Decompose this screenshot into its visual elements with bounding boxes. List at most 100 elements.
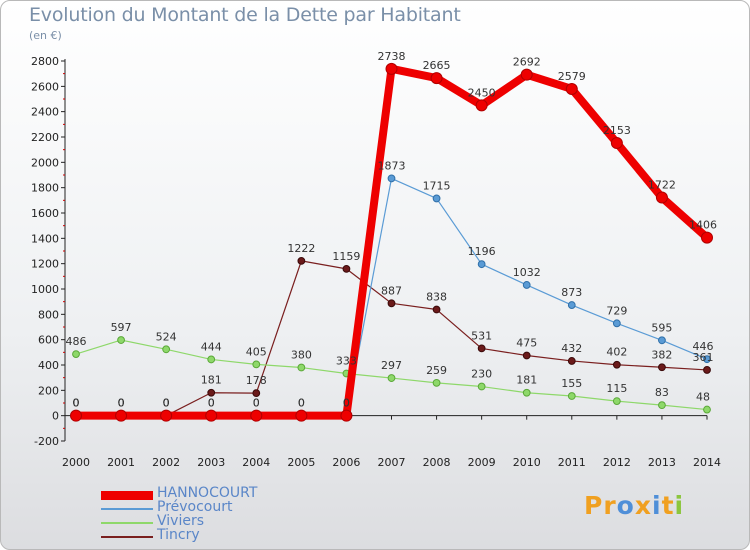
y-tick-label: 0: [52, 410, 59, 423]
data-point-hannocourt: [701, 231, 713, 244]
data-label-prevocourt: 446: [693, 340, 714, 353]
data-point-hannocourt: [610, 136, 623, 149]
y-tick-label: 600: [38, 334, 59, 347]
data-point-viviers: [522, 388, 531, 397]
data-label-viviers: 297: [381, 359, 402, 372]
data-point-viviers: [703, 405, 711, 414]
data-point-viviers: [567, 392, 576, 400]
logo-letter: t: [661, 491, 675, 520]
y-tick-label: 1600: [31, 207, 59, 220]
data-label-hannocourt: 0: [73, 397, 80, 410]
data-label-prevocourt: 1715: [423, 179, 451, 192]
data-label-tincry: 178: [246, 374, 267, 387]
data-point-viviers: [297, 363, 306, 372]
legend-label: Prévocourt: [157, 499, 233, 515]
data-label-prevocourt: 729: [606, 304, 627, 317]
data-label-viviers: 333: [336, 354, 357, 367]
data-label-prevocourt: 1196: [468, 245, 496, 258]
data-label-tincry: 1222: [287, 242, 315, 255]
data-label-viviers: 48: [696, 391, 710, 404]
data-label-prevocourt: 0: [118, 397, 125, 410]
data-point-hannocourt: [205, 409, 218, 422]
logo-letter: o: [616, 491, 635, 520]
data-point-tincry: [207, 388, 216, 397]
legend-swatch: [101, 536, 153, 538]
data-point-tincry: [658, 363, 666, 372]
data-point-viviers: [658, 401, 666, 410]
data-point-hannocourt: [160, 409, 173, 422]
x-tick-label: 2008: [423, 456, 451, 469]
logo-letter: x: [634, 491, 652, 520]
data-point-viviers: [162, 345, 171, 354]
data-label-tincry: 531: [471, 329, 492, 342]
data-label-tincry: 838: [426, 291, 447, 304]
data-label-hannocourt: 2579: [558, 70, 586, 83]
x-tick-label: 2000: [62, 456, 90, 469]
data-label-hannocourt: 0: [298, 397, 305, 410]
data-point-viviers: [207, 355, 216, 364]
x-tick-label: 2006: [332, 456, 360, 469]
data-point-prevocourt: [477, 260, 486, 269]
y-tick-label: 200: [38, 384, 59, 397]
data-point-hannocourt: [340, 409, 353, 422]
data-point-tincry: [297, 256, 306, 265]
data-point-viviers: [252, 360, 261, 369]
data-point-tincry: [477, 344, 486, 353]
data-label-viviers: 524: [156, 330, 177, 343]
data-point-hannocourt: [385, 62, 398, 75]
chart-title: Evolution du Montant de la Dette par Hab…: [29, 4, 461, 26]
chart-unit: (en €): [29, 29, 62, 42]
y-tick-label: 2800: [31, 55, 59, 68]
data-point-hannocourt: [655, 191, 668, 204]
data-label-viviers: 230: [471, 368, 492, 381]
data-label-viviers: 83: [655, 386, 669, 399]
legend-swatch: [101, 522, 153, 524]
data-label-hannocourt: 1406: [689, 219, 717, 232]
data-point-tincry: [703, 366, 711, 374]
data-label-viviers: 444: [201, 340, 222, 353]
data-label-tincry: 181: [201, 374, 222, 387]
data-point-tincry: [432, 305, 441, 314]
legend-swatch: [101, 490, 153, 500]
data-label-prevocourt: 595: [651, 321, 672, 334]
data-label-hannocourt: 2665: [423, 59, 451, 72]
data-label-tincry: 887: [381, 284, 402, 297]
x-tick-label: 2013: [648, 456, 676, 469]
data-label-viviers: 259: [426, 364, 447, 377]
x-tick-label: 2010: [513, 456, 541, 469]
data-point-tincry: [342, 264, 351, 273]
y-tick-label: 1200: [31, 258, 59, 271]
data-label-tincry: 0: [118, 397, 125, 410]
data-point-prevocourt: [432, 194, 441, 203]
data-label-prevocourt: 0: [73, 397, 80, 410]
data-label-hannocourt: 0: [208, 397, 215, 410]
data-label-prevocourt: 1032: [513, 266, 541, 279]
data-label-hannocourt: 2692: [513, 56, 541, 69]
data-label-tincry: 361: [693, 351, 714, 364]
x-tick-label: 2011: [558, 456, 586, 469]
data-point-tincry: [567, 357, 576, 365]
y-tick-label: 2200: [31, 131, 59, 144]
data-point-prevocourt: [567, 301, 576, 309]
data-label-tincry: 402: [606, 346, 627, 359]
y-tick-label: 1800: [31, 182, 59, 195]
data-label-viviers: 486: [66, 335, 87, 348]
data-label-tincry: 432: [561, 342, 582, 355]
data-point-tincry: [252, 389, 261, 398]
data-point-viviers: [72, 350, 80, 359]
data-label-viviers: 181: [516, 374, 537, 387]
y-tick-label: 800: [38, 308, 59, 321]
data-point-tincry: [387, 299, 396, 308]
y-tick-label: 1400: [31, 232, 59, 245]
legend-label: HANNOCOURT: [157, 485, 258, 501]
y-tick-label: 2600: [31, 80, 59, 93]
data-label-hannocourt: 0: [163, 397, 170, 410]
x-tick-label: 2005: [287, 456, 315, 469]
data-label-viviers: 155: [561, 377, 582, 390]
logo-letter: Pr: [584, 491, 617, 520]
data-label-viviers: 597: [111, 321, 132, 334]
x-tick-label: 2004: [242, 456, 270, 469]
data-label-hannocourt: 2153: [603, 124, 631, 137]
data-label-prevocourt: 0: [163, 397, 170, 410]
